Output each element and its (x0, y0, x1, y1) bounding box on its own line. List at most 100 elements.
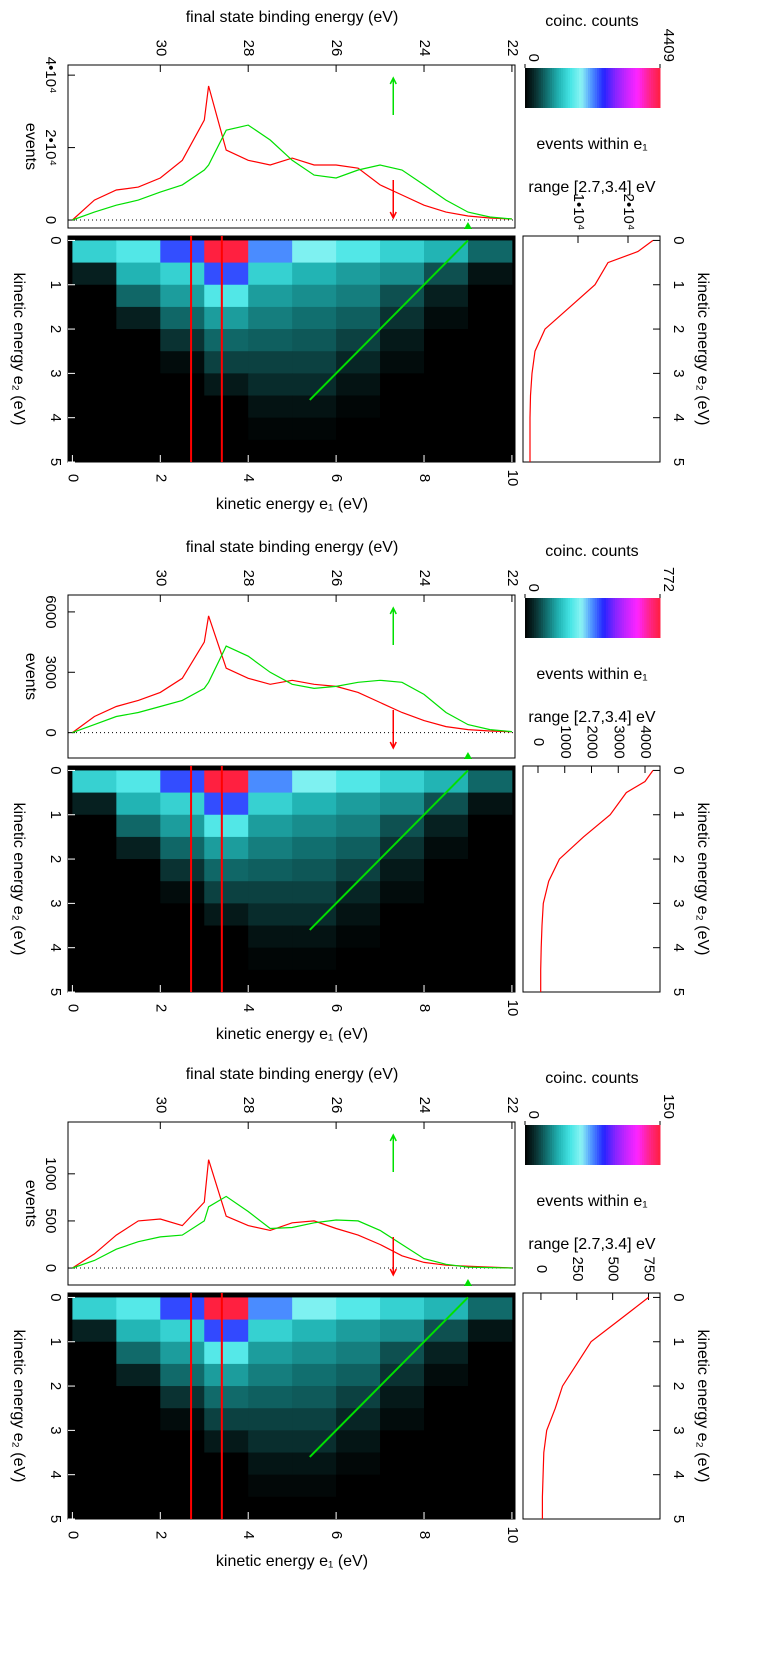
heat-cell (116, 1319, 161, 1343)
heat-cell (248, 1496, 293, 1520)
colorbar-step (536, 1125, 539, 1165)
colorbar-step (642, 598, 645, 638)
x-tick-label: 2 (152, 1531, 169, 1539)
colorbar-step (554, 1125, 557, 1165)
side-y-tick-label: 4 (670, 944, 687, 952)
events-line (72, 124, 512, 221)
colorbar-step (534, 1125, 537, 1165)
colorbar-step (657, 1125, 661, 1165)
heat-cell (424, 925, 469, 949)
heat-cell (467, 947, 513, 971)
colorbar-step (599, 598, 602, 638)
heat-cell (292, 881, 337, 904)
heat-cell (292, 859, 337, 882)
x-axis-title: kinetic energy e₁ (eV) (216, 1026, 368, 1043)
colorbar-step (576, 598, 580, 638)
colorbar-step (561, 598, 564, 638)
heat-cell (467, 1430, 513, 1453)
top-tick-label: 22 (504, 1097, 521, 1114)
heat-cell (292, 351, 337, 374)
green-marker (463, 222, 472, 229)
heat-cell (160, 262, 205, 286)
heat-cell (72, 306, 117, 330)
colorbar-step (572, 68, 575, 108)
heat-cell (160, 925, 205, 949)
colorbar-step (648, 598, 652, 638)
range-label: events within e₁ (536, 666, 647, 683)
heat-cell (380, 1297, 425, 1320)
colorbar-tick-label: 0 (525, 584, 542, 592)
heat-cell (72, 925, 117, 949)
colorbar-step (648, 68, 652, 108)
colorbar-step (655, 598, 659, 638)
heat-cell (380, 1363, 425, 1387)
heat-cell (204, 969, 249, 993)
colorbar-step (540, 1125, 544, 1165)
heat-cell (336, 373, 381, 396)
y-tick-label: 0 (47, 766, 64, 774)
heat-cell (72, 351, 117, 374)
y-tick-label: 2 (47, 1382, 64, 1390)
heat-cell (424, 1297, 469, 1320)
heat-cell (116, 329, 161, 352)
colorbar-step (612, 1125, 616, 1165)
colorbar-step (549, 598, 553, 638)
heat-cell (248, 947, 293, 971)
heat-cell (248, 925, 293, 949)
colorbar-step (642, 68, 645, 108)
heat-cell (336, 881, 381, 904)
colorbar-step (529, 598, 533, 638)
map-frame (67, 235, 516, 463)
heat-cell (116, 770, 161, 793)
heat-cell (424, 1386, 469, 1409)
heat-cell (160, 903, 205, 926)
heat-cell (380, 1319, 425, 1343)
colorbar-step (599, 1125, 602, 1165)
heat-cell (336, 351, 381, 374)
heat-cell (204, 947, 249, 971)
colorbar-step (570, 1125, 573, 1165)
top-tick-label: 26 (328, 40, 345, 57)
heat-cell (336, 836, 381, 860)
heat-cell (116, 262, 161, 286)
x-tick-label: 0 (64, 474, 81, 482)
heat-cell (424, 881, 469, 904)
green-arrow (389, 76, 397, 115)
heat-cell (160, 240, 205, 263)
events-line (72, 1195, 512, 1269)
colorbar-tick-label: 150 (660, 1094, 677, 1119)
heat-cell (336, 947, 381, 971)
colorbar-step (601, 598, 605, 638)
side-frame (522, 765, 661, 993)
colorbar-step (583, 1125, 587, 1165)
heat-cell (116, 969, 161, 993)
heat-cell (204, 814, 249, 838)
x-tick-label: 10 (504, 470, 521, 487)
heat-cell (380, 814, 425, 838)
colorbar-step (592, 1125, 596, 1165)
y-tick-label: 5 (47, 1515, 64, 1523)
heat-cell (292, 770, 337, 793)
heat-cell (424, 306, 469, 330)
colorbar-step (637, 1125, 641, 1165)
heat-cell (424, 417, 469, 441)
heat-cell (424, 351, 469, 374)
heat-cell (292, 1452, 337, 1476)
heat-cell (424, 1341, 469, 1365)
heat-cell (204, 1297, 249, 1320)
heat-cell (380, 1386, 425, 1409)
colorbar-step (608, 598, 611, 638)
colorbar-step (545, 68, 548, 108)
side-line (541, 1296, 649, 1519)
heat-cell (160, 947, 205, 971)
colorbar-step (574, 68, 578, 108)
colorbar-step (540, 68, 544, 108)
heat-cell (336, 439, 381, 463)
colorbar-step (610, 598, 614, 638)
colorbar-step (637, 68, 641, 108)
heat-cell (116, 1430, 161, 1453)
heat-cell (467, 284, 513, 308)
colorbar-step (597, 598, 600, 638)
side-y-tick-label: 1 (670, 811, 687, 819)
side-line (529, 239, 654, 462)
